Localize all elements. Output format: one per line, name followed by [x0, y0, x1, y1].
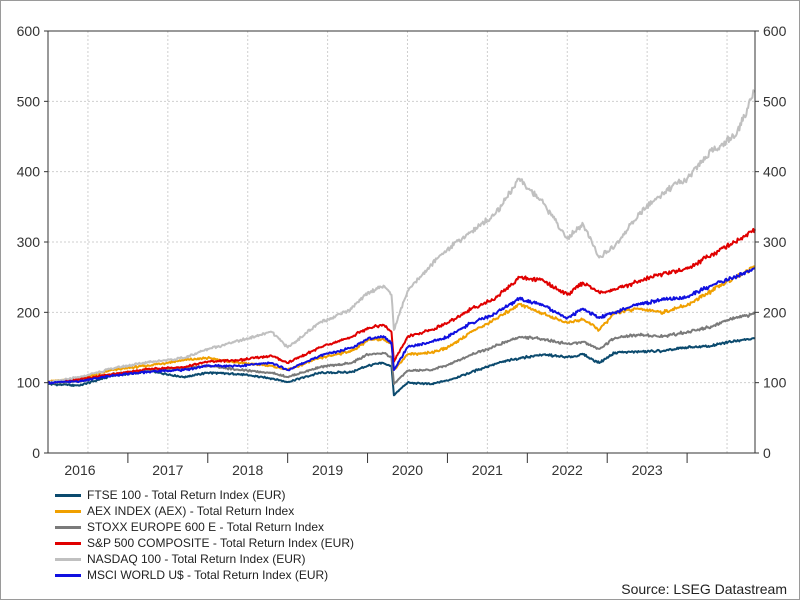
x-tick-label: 2020: [392, 462, 423, 478]
legend-item: AEX INDEX (AEX) - Total Return Index: [55, 503, 354, 519]
legend-label: FTSE 100 - Total Return Index (EUR): [87, 488, 286, 502]
y-tick-label-right: 400: [763, 164, 787, 180]
legend-label: AEX INDEX (AEX) - Total Return Index: [87, 504, 295, 518]
ticks-layer: 0 0 100 100 200 200 300 300 400 400 500 500 600 600 20…: [17, 23, 787, 478]
legend-swatch: [55, 557, 81, 561]
line-chart: 0 0 100 100 200 200 300 300 400 400 500 500 600 600 20…: [17, 23, 787, 478]
y-tick-label-left: 300: [17, 234, 41, 250]
legend-swatch: [55, 573, 81, 577]
y-tick-label-right: 500: [763, 93, 787, 109]
legend-label: S&P 500 COMPOSITE - Total Return Index (…: [87, 536, 354, 550]
y-tick-label-left: 500: [17, 93, 41, 109]
x-tick-label: 2017: [152, 462, 183, 478]
legend-swatch: [55, 541, 81, 545]
x-tick-label: 2019: [312, 462, 343, 478]
y-tick-label-left: 600: [17, 23, 41, 39]
grid-layer: [48, 31, 755, 453]
legend-item: MSCI WORLD U$ - Total Return Index (EUR): [55, 567, 354, 583]
x-tick-label: 2022: [552, 462, 583, 478]
source-label: Source: LSEG Datastream: [621, 581, 787, 597]
legend-item: STOXX EUROPE 600 E - Total Return Index: [55, 519, 354, 535]
legend-swatch: [55, 525, 81, 529]
series-line: [47, 227, 756, 385]
y-tick-label-right: 600: [763, 23, 787, 39]
y-tick-label-left: 100: [17, 375, 41, 391]
y-tick-label-right: 100: [763, 375, 787, 391]
series-line: [47, 89, 756, 384]
legend-swatch: [55, 509, 81, 513]
series-line: [47, 337, 756, 397]
legend-item: S&P 500 COMPOSITE - Total Return Index (…: [55, 535, 354, 551]
series-layer: [47, 89, 756, 397]
x-tick-label: 2023: [632, 462, 663, 478]
series-line: [47, 267, 756, 385]
legend-label: STOXX EUROPE 600 E - Total Return Index: [87, 520, 324, 534]
legend-item: FTSE 100 - Total Return Index (EUR): [55, 487, 354, 503]
x-tick-label: 2016: [64, 462, 95, 478]
y-tick-label-left: 0: [32, 445, 40, 461]
y-tick-label-right: 0: [763, 445, 771, 461]
x-tick-label: 2018: [232, 462, 263, 478]
legend-swatch: [55, 493, 81, 497]
x-tick-label: 2021: [472, 462, 503, 478]
series-line: [47, 265, 756, 383]
y-tick-label-right: 300: [763, 234, 787, 250]
y-tick-label-right: 200: [763, 304, 787, 320]
y-tick-label-left: 200: [17, 304, 41, 320]
legend: FTSE 100 - Total Return Index (EUR) AEX I…: [55, 487, 354, 583]
legend-item: NASDAQ 100 - Total Return Index (EUR): [55, 551, 354, 567]
y-tick-label-left: 400: [17, 164, 41, 180]
legend-label: MSCI WORLD U$ - Total Return Index (EUR): [87, 568, 329, 582]
legend-label: NASDAQ 100 - Total Return Index (EUR): [87, 552, 306, 566]
